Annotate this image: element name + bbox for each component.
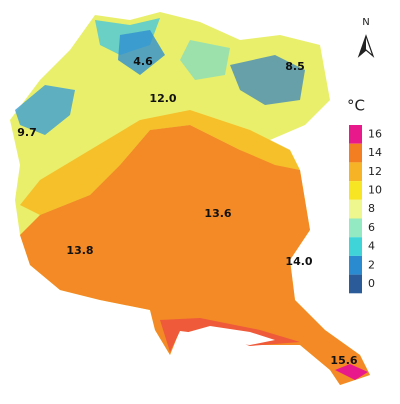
map-value-label: 14.0 [285,255,312,268]
legend-swatch [349,125,362,144]
legend-label: 14 [368,146,382,159]
legend-label: 12 [368,165,382,178]
legend-swatch [349,237,362,256]
map-value-label: 13.8 [66,244,93,257]
legend-label: 8 [368,202,375,215]
legend-label: 16 [368,127,382,140]
legend-label: 10 [368,183,382,196]
map-value-label: 4.6 [133,55,153,68]
map-value-label: 12.0 [149,92,176,105]
map-value-label: 9.7 [17,126,37,139]
legend-swatch [349,143,362,163]
legend-swatch [349,181,362,200]
legend-swatch [349,218,362,238]
legend-unit: °C [347,97,365,115]
legend-swatch [349,255,362,275]
north-arrow: N [357,17,375,58]
north-label: N [362,17,369,28]
legend-label: 4 [368,240,375,253]
legend-label: 6 [368,221,375,234]
map-value-label: 13.6 [204,207,231,220]
map-labels: 4.6 8.5 12.0 9.7 13.6 13.8 14.0 15.6 [17,55,358,367]
map-value-label: 15.6 [330,354,357,367]
map-value-label: 8.5 [285,60,305,73]
legend: 16 14 12 10 8 6 4 2 0 [349,125,382,294]
legend-label: 0 [368,277,375,290]
region-shape [10,12,370,385]
legend-swatch [349,274,362,294]
legend-label: 2 [368,258,375,271]
legend-swatch [349,162,362,182]
legend-swatch [349,199,362,219]
